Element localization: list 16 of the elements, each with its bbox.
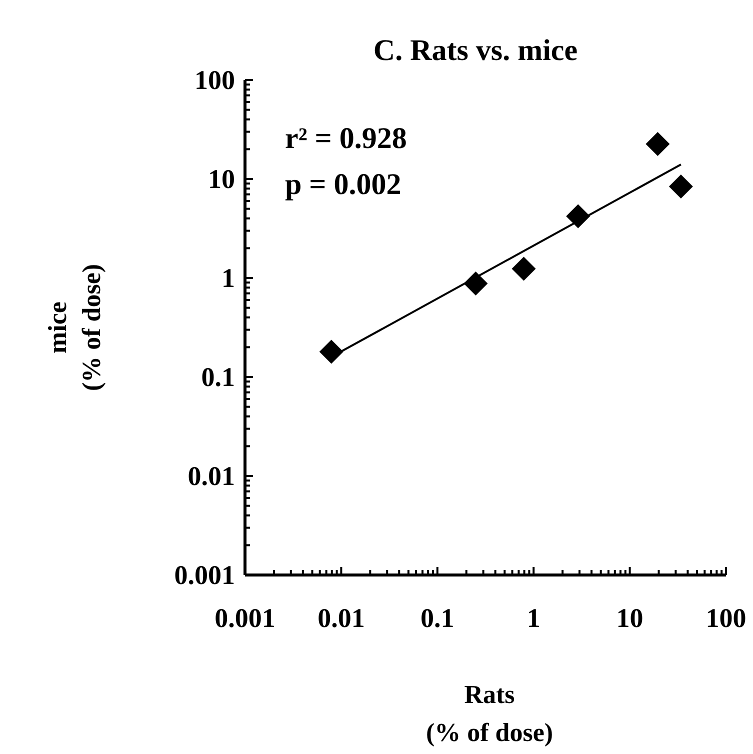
annotation: r² = 0.928 [285, 122, 407, 155]
y-axis-title: mice (% of dose) [43, 264, 106, 392]
y-tick-label: 1 [222, 263, 235, 293]
chart-title: C. Rats vs. mice [373, 34, 578, 67]
x-tick-label: 1 [526, 603, 540, 633]
y-tick-label: 10 [208, 164, 235, 194]
x-tick-label: 10 [616, 603, 644, 633]
x-tick-label: 0.1 [420, 603, 454, 633]
y-tick-label: 0.1 [201, 362, 235, 392]
x-axis-title: Rats (% of dose) [426, 680, 554, 747]
y-tick-label: 0.001 [174, 560, 235, 590]
annotation: p = 0.002 [285, 168, 402, 201]
y-tick-label: 0.01 [188, 461, 235, 491]
y-tick-label: 100 [194, 65, 235, 95]
x-tick-label: 0.01 [318, 603, 365, 633]
x-tick-label: 100 [706, 603, 746, 633]
